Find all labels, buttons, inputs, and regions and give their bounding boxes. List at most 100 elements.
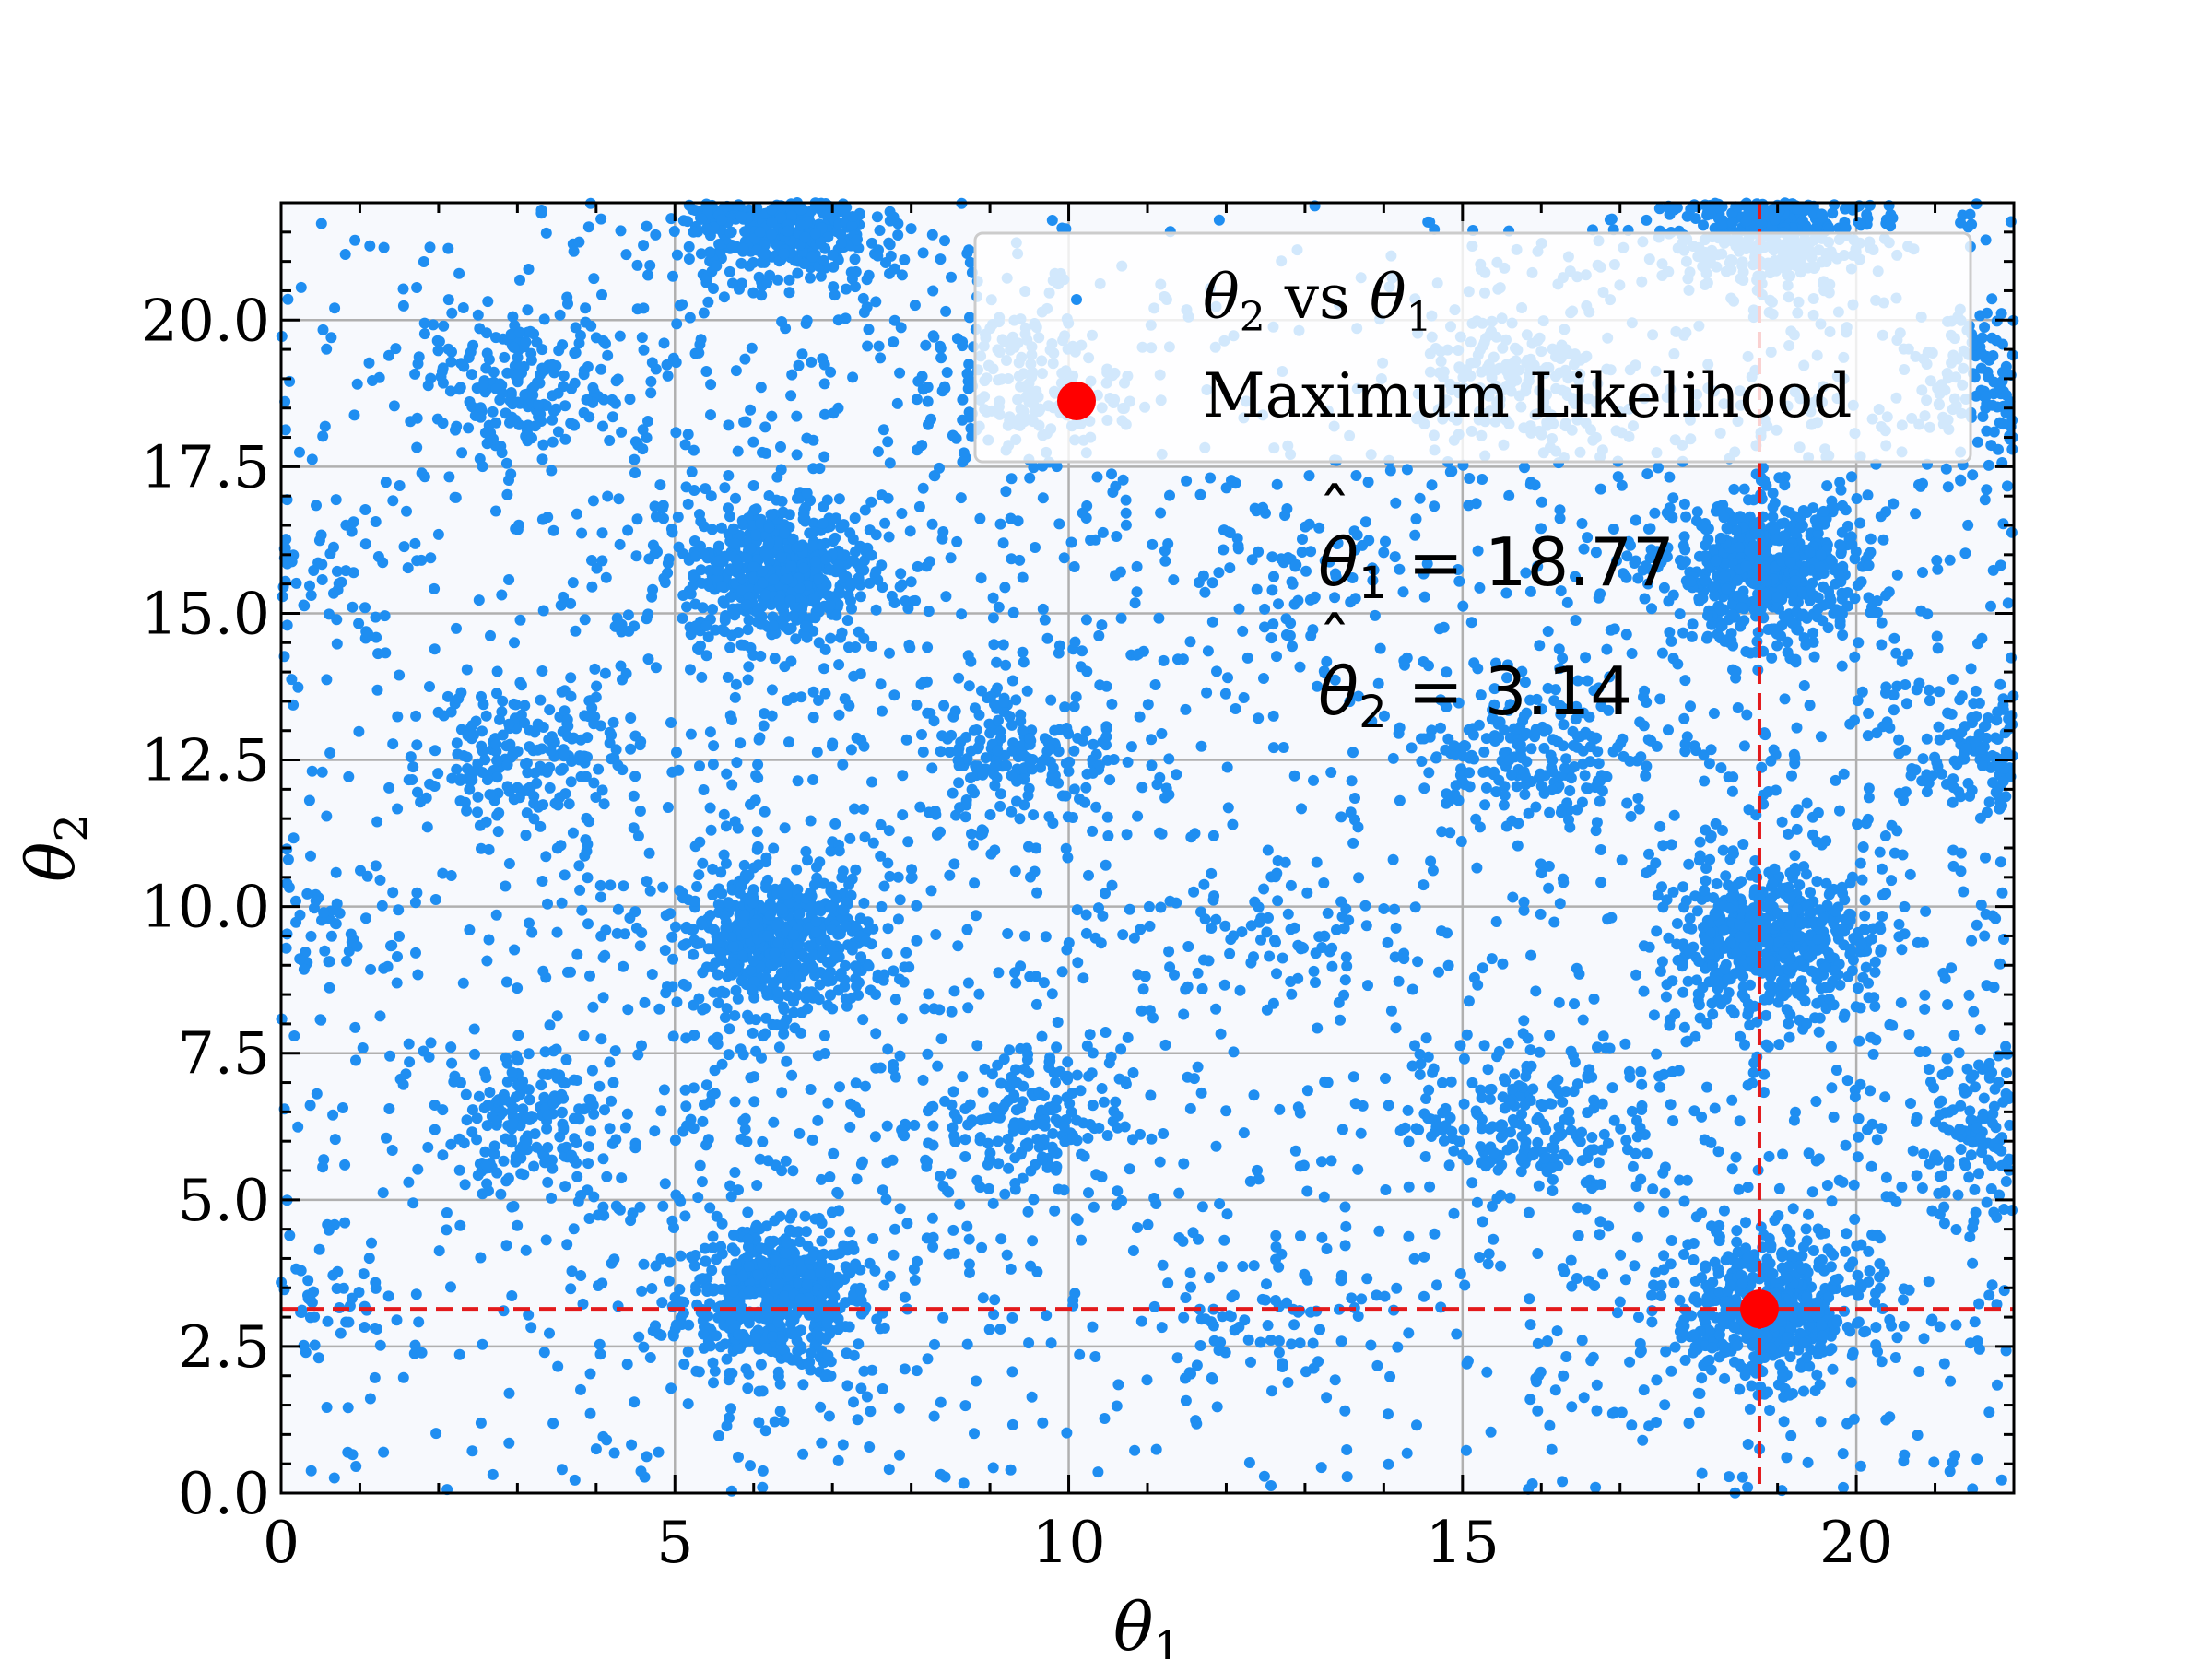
scatter-point	[1577, 1014, 1589, 1026]
scatter-point	[841, 283, 852, 295]
scatter-point	[768, 1116, 780, 1128]
scatter-point	[1821, 1180, 1833, 1191]
scatter-point	[789, 1022, 801, 1034]
scatter-point	[625, 712, 637, 724]
scatter-point	[1719, 963, 1731, 975]
scatter-point	[1867, 1048, 1879, 1060]
scatter-point	[1030, 998, 1042, 1010]
scatter-point	[808, 593, 820, 605]
scatter-point	[1852, 1269, 1864, 1281]
scatter-point	[1899, 900, 1911, 912]
scatter-point	[608, 1447, 620, 1459]
scatter-point	[712, 1031, 724, 1043]
scatter-point	[702, 296, 714, 308]
scatter-point	[1853, 1035, 1865, 1047]
scatter-point	[795, 1324, 807, 1336]
scatter-point	[1735, 620, 1747, 632]
scatter-point	[988, 639, 1000, 651]
scatter-point	[1102, 830, 1114, 841]
scatter-point	[794, 1236, 806, 1248]
scatter-point	[698, 307, 710, 319]
scatter-point	[750, 1045, 762, 1057]
scatter-point	[711, 1330, 723, 1342]
scatter-point	[1099, 1413, 1111, 1424]
scatter-point	[1578, 1392, 1590, 1404]
scatter-point	[783, 287, 795, 299]
scatter-point	[800, 993, 812, 1004]
scatter-point	[779, 1290, 791, 1302]
scatter-point	[1667, 886, 1679, 898]
scatter-point	[994, 1324, 1006, 1335]
scatter-point	[724, 591, 736, 603]
scatter-point	[1864, 1265, 1876, 1277]
scatter-point	[537, 965, 549, 977]
scatter-point	[787, 610, 799, 622]
scatter-point	[1490, 916, 1502, 927]
scatter-point	[971, 1375, 982, 1387]
scatter-point	[1778, 1342, 1790, 1354]
scatter-point	[1830, 604, 1842, 616]
scatter-point	[775, 464, 787, 476]
scatter-point	[786, 369, 798, 381]
scatter-point	[855, 1382, 867, 1394]
scatter-point	[857, 803, 869, 815]
scatter-point	[736, 949, 748, 961]
scatter-point	[832, 559, 844, 571]
scatter-point	[1997, 518, 2009, 530]
scatter-point	[926, 1212, 938, 1224]
scatter-point	[1904, 868, 1916, 880]
scatter-point	[483, 934, 495, 946]
scatter-point	[917, 746, 929, 758]
scatter-point	[1828, 1111, 1840, 1123]
scatter-point	[813, 573, 824, 585]
scatter-point	[1741, 709, 1753, 721]
scatter-point	[599, 667, 611, 679]
scatter-point	[1744, 546, 1756, 558]
scatter-point	[1912, 1430, 1924, 1441]
scatter-point	[1465, 617, 1477, 629]
scatter-point	[1762, 936, 1774, 948]
scatter-point	[823, 1410, 835, 1422]
scatter-point	[1724, 935, 1736, 947]
scatter-point	[1866, 933, 1877, 945]
scatter-point	[1948, 1030, 1960, 1041]
scatter-point	[693, 869, 705, 881]
scatter-point	[853, 1338, 865, 1350]
scatter-point	[1743, 1005, 1755, 1017]
scatter-point	[735, 257, 747, 269]
scatter-point	[830, 512, 842, 524]
scatter-point	[1652, 889, 1664, 901]
scatter-point	[845, 744, 857, 756]
scatter-point	[681, 601, 692, 613]
scatter-point	[544, 1019, 556, 1031]
scatter-point	[771, 888, 783, 900]
scatter-point	[854, 912, 866, 924]
scatter-point	[812, 1114, 824, 1126]
scatter-point	[730, 492, 741, 504]
scatter-point	[624, 394, 636, 406]
scatter-point	[1825, 1261, 1837, 1273]
scatter-point	[894, 894, 906, 906]
scatter-point	[1798, 1385, 1809, 1397]
scatter-point	[821, 1317, 833, 1329]
scatter-point	[814, 1266, 826, 1278]
scatter-point	[898, 976, 910, 988]
scatter-point	[807, 961, 819, 973]
scatter-point	[618, 880, 629, 892]
scatter-point	[1986, 1279, 1998, 1291]
scatter-point	[854, 591, 866, 603]
scatter-point	[711, 260, 723, 272]
scatter-point	[1865, 1160, 1877, 1172]
scatter-point	[645, 387, 657, 399]
scatter-point	[903, 639, 915, 651]
scatter-point	[818, 663, 830, 675]
scatter-point	[759, 248, 771, 260]
scatter-point	[604, 435, 616, 446]
scatter-point	[1875, 511, 1887, 523]
scatter-point	[905, 223, 917, 235]
scatter-point	[688, 948, 700, 960]
scatter-point	[683, 1319, 695, 1331]
scatter-point	[805, 1084, 817, 1095]
scatter-point	[700, 1139, 712, 1151]
scatter-point	[1745, 869, 1757, 881]
